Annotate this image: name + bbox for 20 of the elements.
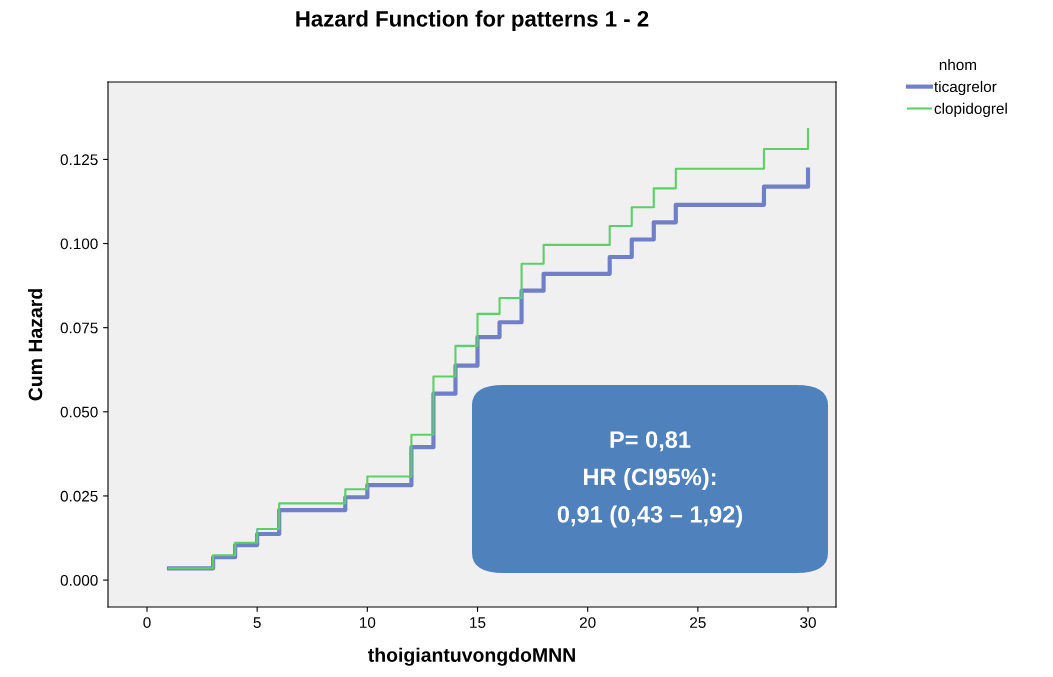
- y-tick-label: 0.025: [60, 490, 98, 502]
- chart-title: Hazard Function for patterns 1 - 2: [296, 10, 649, 32]
- legend-title: nhom: [939, 59, 977, 71]
- x-tick-label: 15: [470, 617, 486, 628]
- y-tick-label: 0.075: [60, 322, 98, 334]
- x-tick-label: 5: [253, 617, 261, 628]
- annotation: P= 0,81 HR (CI95%): 0,91 (0,43 – 1,92): [557, 431, 743, 528]
- x-axis-title: thoigiantuvongdoMNN: [368, 647, 575, 666]
- y-axis-title: Cum Hazard: [28, 289, 43, 401]
- x-tick-label: 30: [800, 617, 816, 628]
- y-tick-label: 0.050: [60, 406, 98, 418]
- x-tick-label: 10: [360, 617, 376, 628]
- x-tick-label: 20: [579, 617, 596, 628]
- y-tick-label: 0.125: [60, 154, 98, 166]
- x-tick-label: 25: [690, 617, 706, 628]
- y-tick-label: 0.000: [60, 574, 98, 586]
- y-tick-label: 0.100: [60, 238, 98, 250]
- legend-label: ticagrelor: [934, 80, 997, 96]
- x-tick-label: 0: [143, 617, 151, 628]
- legend-label: clopidogrel: [934, 102, 1007, 117]
